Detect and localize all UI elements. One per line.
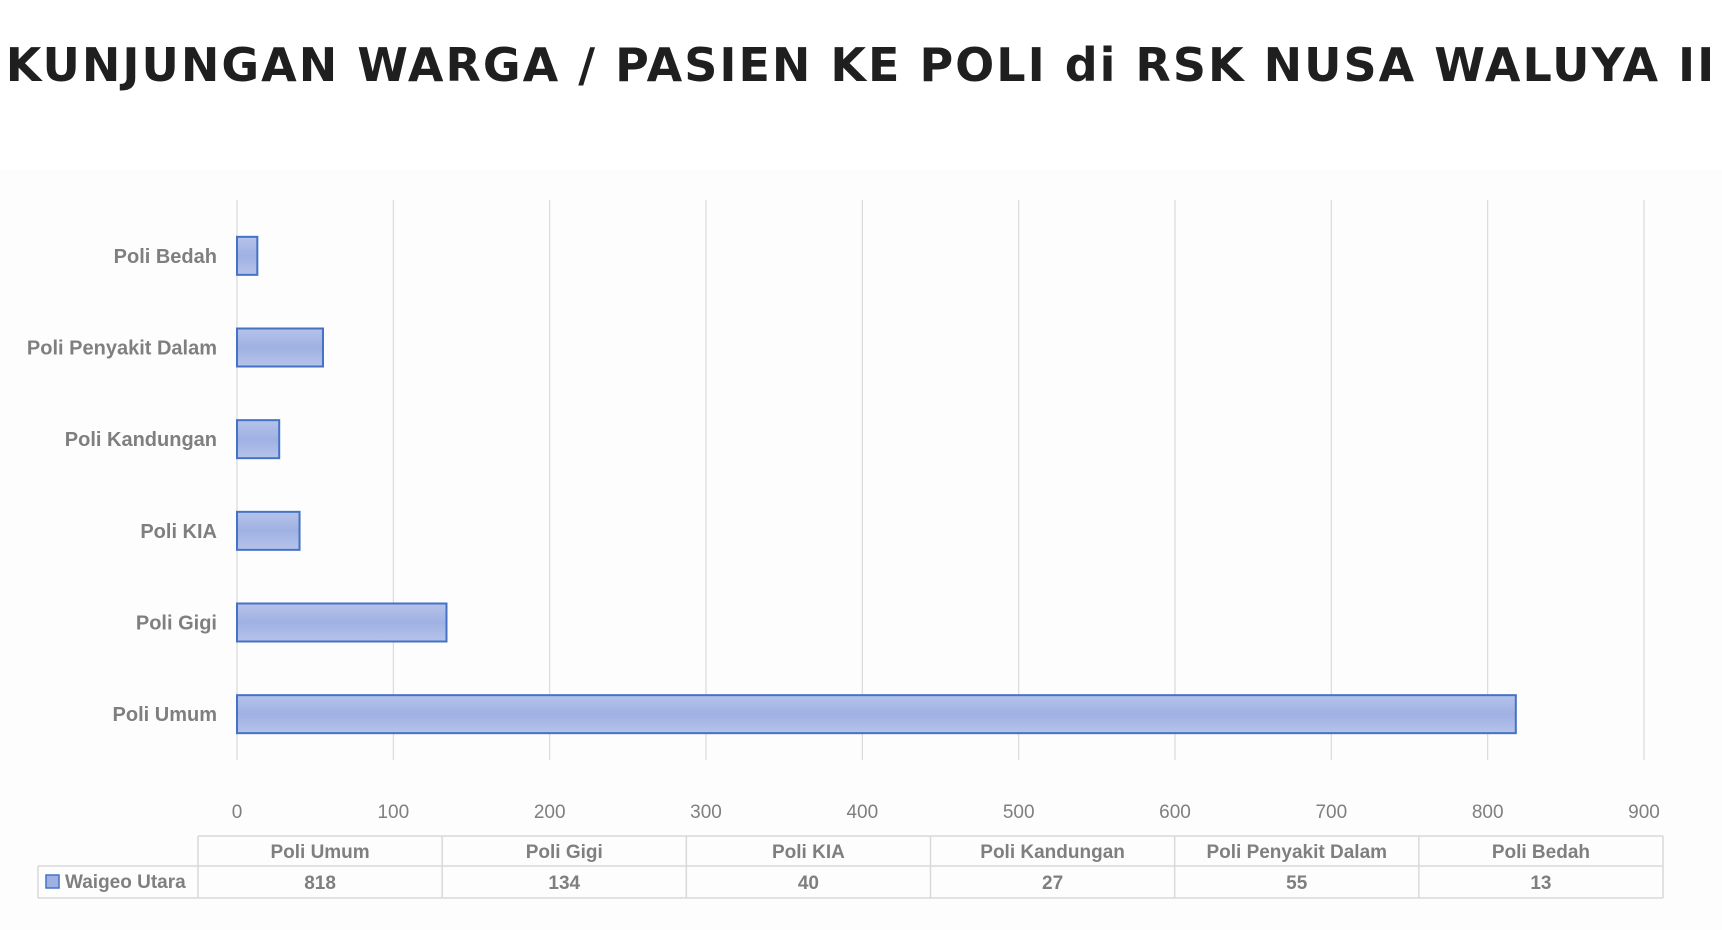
table-value-cell: 818	[304, 873, 336, 894]
table-header-cell: Poli Umum	[270, 842, 369, 863]
table-value-cell: 13	[1530, 873, 1551, 894]
x-tick-label: 300	[690, 802, 722, 823]
table-header-cell: Poli KIA	[772, 842, 845, 863]
x-tick-labels: 0 100 200 300 400 500 600 700 800 900	[232, 802, 1660, 823]
legend-series-name: Waigeo Utara	[65, 872, 186, 893]
bar	[236, 602, 448, 643]
x-tick-label: 900	[1628, 802, 1660, 823]
x-tick-label: 500	[1003, 802, 1035, 823]
bar-chart: Poli Umum Poli Gigi Poli KIA Poli Kandungan…	[27, 200, 1664, 899]
x-tick-label: 0	[232, 802, 243, 823]
x-tick-label: 600	[1159, 802, 1191, 823]
table-header-cell: Poli Bedah	[1492, 842, 1590, 863]
x-tick-label: 700	[1315, 802, 1347, 823]
table-value-cell: 55	[1286, 873, 1308, 894]
table-header-cell: Poli Gigi	[526, 842, 603, 863]
category-label: Poli Umum	[113, 704, 217, 726]
bar	[236, 510, 301, 551]
table-header-cell: Poli Penyakit Dalam	[1206, 842, 1387, 863]
bars	[236, 235, 1517, 735]
category-label: Poli Penyakit Dalam	[27, 338, 217, 360]
table-value-cell: 134	[548, 873, 580, 894]
bar	[236, 694, 1517, 735]
table-header-cell: Poli Kandungan	[980, 842, 1125, 863]
bar	[236, 419, 281, 460]
category-label: Poli Kandungan	[65, 429, 217, 451]
table-value-cell: 40	[798, 873, 819, 894]
data-table: Poli Umum 818 Poli Gigi 134 Poli KIA 40 Poli K…	[37, 835, 1664, 899]
bar	[236, 235, 259, 276]
x-tick-label: 400	[846, 802, 878, 823]
bar	[236, 327, 324, 368]
gridlines	[236, 200, 1645, 760]
x-tick-label: 800	[1472, 802, 1504, 823]
chart-panel: Poli Umum Poli Gigi Poli KIA Poli Kandungan…	[0, 170, 1722, 930]
category-label: Poli Bedah	[114, 246, 217, 268]
legend-key	[45, 874, 60, 889]
table-value-cell: 27	[1042, 873, 1063, 894]
x-tick-label: 200	[534, 802, 566, 823]
x-tick-label: 100	[377, 802, 409, 823]
category-label: Poli KIA	[140, 521, 217, 543]
category-labels: Poli Umum Poli Gigi Poli KIA Poli Kandungan…	[27, 246, 217, 726]
category-label: Poli Gigi	[136, 613, 217, 635]
chart-title: KUNJUNGAN WARGA / PASIEN KE POLI di RSK …	[5, 38, 1717, 92]
